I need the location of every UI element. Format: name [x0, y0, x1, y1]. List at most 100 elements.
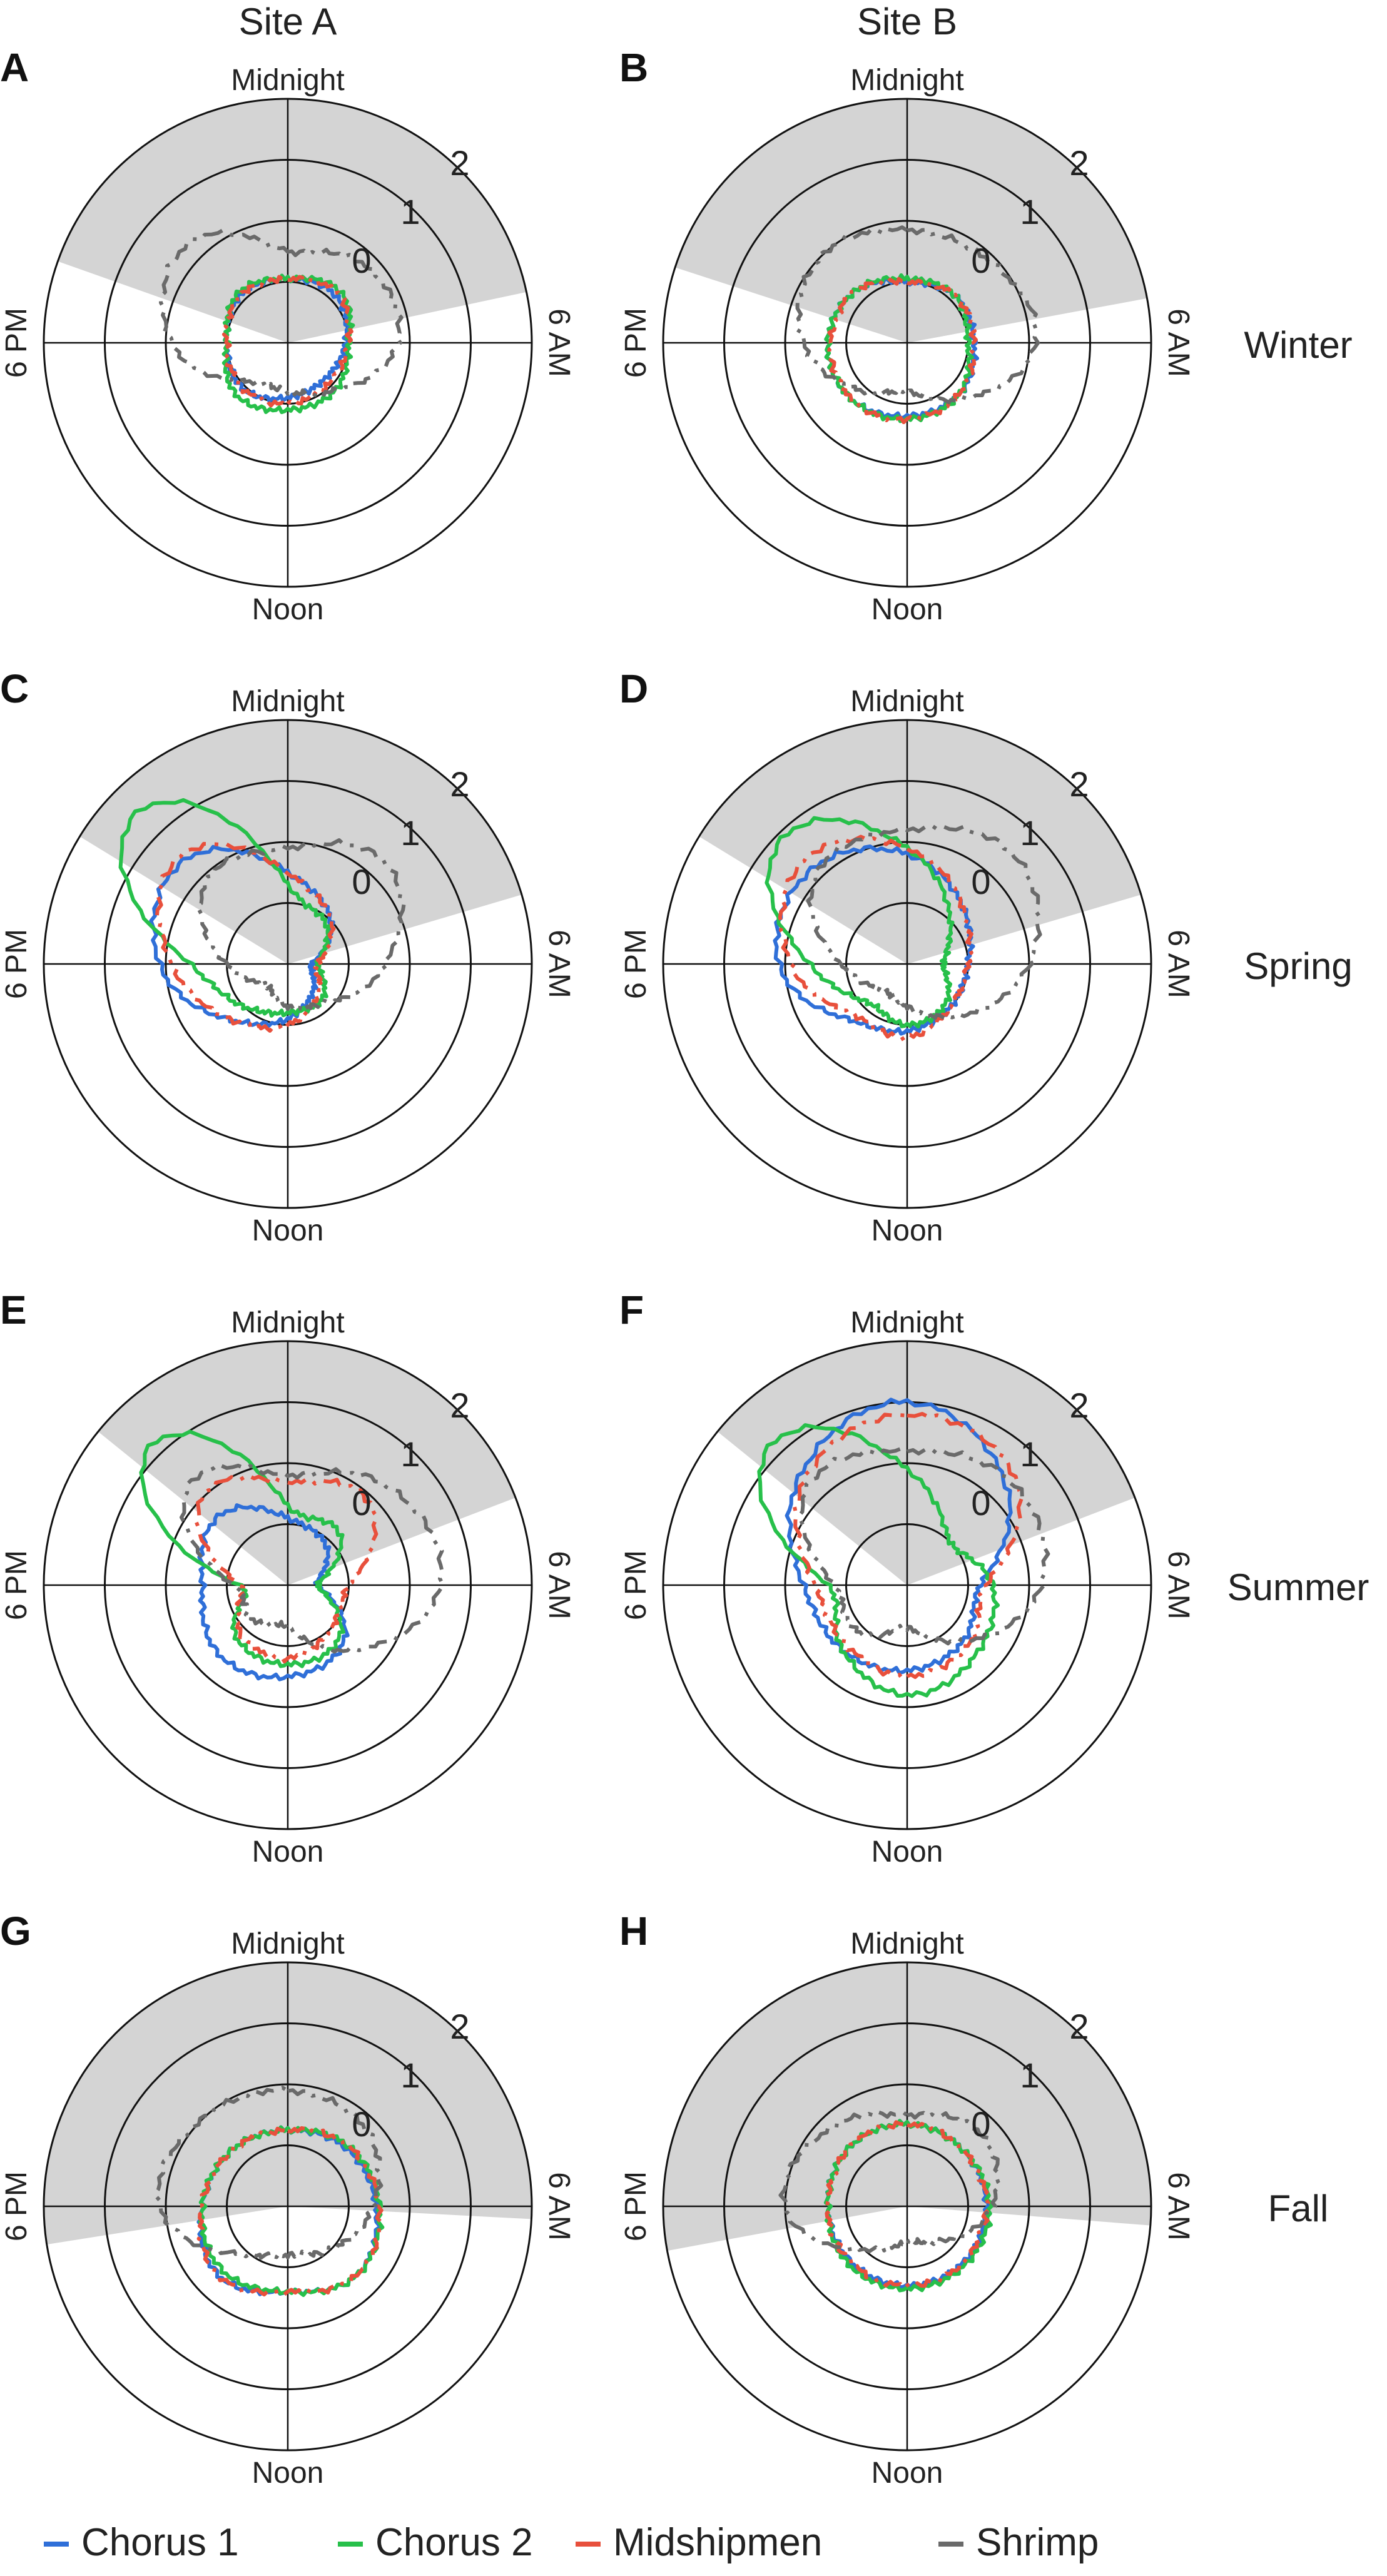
series-line-shrimp [153, 2086, 384, 2260]
series-line-chorus-2 [765, 816, 955, 1029]
ring-label: 1 [1020, 2056, 1039, 2095]
column-title-site-b: Site B [857, 1, 957, 43]
ring-label: 1 [400, 2056, 420, 2095]
legend-item-midshipmen: Midshipmen [576, 2521, 822, 2564]
direction-label-left: 6 PM [619, 929, 653, 999]
series-line-midshipmen [827, 276, 978, 425]
direction-label-right: 6 AM [542, 930, 576, 998]
panel-b: 012 Midnight Noon 6 PM 6 AM B [619, 45, 1195, 626]
series-line-midshipmen [221, 275, 353, 409]
ring-label: 1 [1020, 192, 1039, 231]
direction-label-bottom: Noon [252, 593, 324, 626]
direction-label-right: 6 AM [1162, 2172, 1195, 2240]
direction-label-left: 6 PM [0, 1550, 33, 1620]
ring-label: 0 [352, 862, 371, 901]
series-line-chorus-1 [773, 844, 975, 1036]
series-line-chorus-1 [785, 1397, 1013, 1675]
direction-label-bottom: Noon [252, 1835, 324, 1869]
series-line-shrimp [195, 838, 406, 1012]
night-shading [98, 1341, 516, 1585]
legend-item-chorus-1: Chorus 1 [44, 2521, 239, 2564]
direction-label-top: Midnight [850, 1306, 963, 1339]
ring-label: 0 [971, 1483, 990, 1523]
direction-label-top: Midnight [231, 1306, 344, 1339]
direction-label-left: 6 PM [619, 1550, 653, 1620]
series-line-midshipmen [193, 1473, 379, 1664]
panel-letter-f: F [619, 1287, 644, 1332]
direction-label-right: 6 AM [1162, 308, 1195, 377]
series-line-midshipmen [823, 2120, 990, 2291]
series-line-midshipmen [155, 841, 336, 1033]
ring-label: 2 [1069, 143, 1089, 183]
panel-letter-d: D [619, 666, 648, 711]
ring-label: 2 [1069, 2007, 1089, 2046]
ring-label: 1 [1020, 813, 1039, 853]
direction-label-bottom: Noon [871, 593, 943, 626]
direction-label-right: 6 AM [542, 1551, 576, 1619]
series-line-shrimp [180, 1462, 445, 1654]
panel-letter-h: H [619, 1909, 648, 1954]
ring-label: 0 [352, 241, 371, 280]
ring-label: 2 [1069, 1386, 1089, 1425]
legend-label: Shrimp [976, 2521, 1099, 2564]
series-line-midshipmen [792, 1412, 1024, 1682]
series-line-shrimp [796, 1446, 1050, 1646]
panel-letter-b: B [619, 45, 648, 90]
column-title-site-a: Site A [239, 1, 337, 43]
ring-label: 2 [450, 143, 469, 183]
ring-label: 0 [352, 1483, 371, 1523]
panel-letter-e: E [0, 1287, 27, 1332]
row-label-spring: Spring [1244, 945, 1352, 987]
ring-label: 0 [971, 862, 990, 901]
series-line-midshipmen [196, 2126, 384, 2297]
legend: Chorus 1 Chorus 2 Midshipmen Shrimp [44, 2521, 1099, 2564]
direction-label-top: Midnight [231, 685, 344, 718]
row-label-summer: Summer [1227, 1566, 1369, 1608]
series-line-chorus-2 [824, 2119, 993, 2293]
row-label-fall: Fall [1268, 2188, 1329, 2229]
ring-label: 2 [450, 764, 469, 804]
series-line-chorus-2 [139, 1429, 346, 1668]
panel-f: 012 Midnight Noon 6 PM 6 AM F [619, 1287, 1195, 1869]
direction-label-top: Midnight [850, 1927, 963, 1960]
direction-label-top: Midnight [231, 1927, 344, 1960]
panel-letter-g: G [0, 1909, 31, 1954]
series-line-chorus-1 [197, 1503, 350, 1681]
direction-label-top: Midnight [850, 685, 963, 718]
direction-label-bottom: Noon [871, 1835, 943, 1869]
legend-label: Midshipmen [613, 2521, 822, 2564]
panel-a: 012 Midnight Noon 6 PM 6 AM A [0, 45, 576, 626]
panel-g: 012 Midnight Noon 6 PM 6 AM G [0, 1909, 576, 2490]
direction-label-bottom: Noon [871, 2457, 943, 2490]
direction-label-right: 6 AM [1162, 930, 1195, 998]
direction-label-top: Midnight [850, 64, 963, 97]
panel-letter-c: C [0, 666, 29, 711]
panel-c: 012 Midnight Noon 6 PM 6 AM C [0, 666, 576, 1247]
panel-d: 012 Midnight Noon 6 PM 6 AM D [619, 666, 1195, 1247]
ring-label: 0 [971, 2104, 990, 2144]
direction-label-bottom: Noon [252, 1214, 324, 1247]
panel-e: 012 Midnight Noon 6 PM 6 AM E [0, 1287, 576, 1869]
direction-label-right: 6 AM [542, 308, 576, 377]
direction-label-left: 6 PM [619, 308, 653, 378]
legend-item-shrimp: Shrimp [938, 2521, 1099, 2564]
panel-h: 012 Midnight Noon 6 PM 6 AM H [619, 1909, 1195, 2490]
ring-label: 2 [450, 2007, 469, 2046]
series-line-chorus-2 [118, 798, 332, 1018]
ring-label: 2 [450, 1386, 469, 1425]
direction-label-left: 6 PM [0, 308, 33, 378]
ring-label: 1 [1020, 1434, 1039, 1474]
ring-label: 1 [400, 1434, 420, 1474]
ring-label: 1 [400, 192, 420, 231]
series-line-shrimp [795, 225, 1040, 405]
direction-label-bottom: Noon [871, 1214, 943, 1247]
series-line-chorus-2 [757, 1423, 1000, 1698]
legend-label: Chorus 2 [375, 2521, 533, 2564]
ring-label: 0 [352, 2104, 371, 2144]
panel-letter-a: A [0, 45, 29, 90]
direction-label-right: 6 AM [542, 2172, 576, 2240]
direction-label-left: 6 PM [0, 929, 33, 999]
series-line-chorus-1 [149, 844, 335, 1029]
